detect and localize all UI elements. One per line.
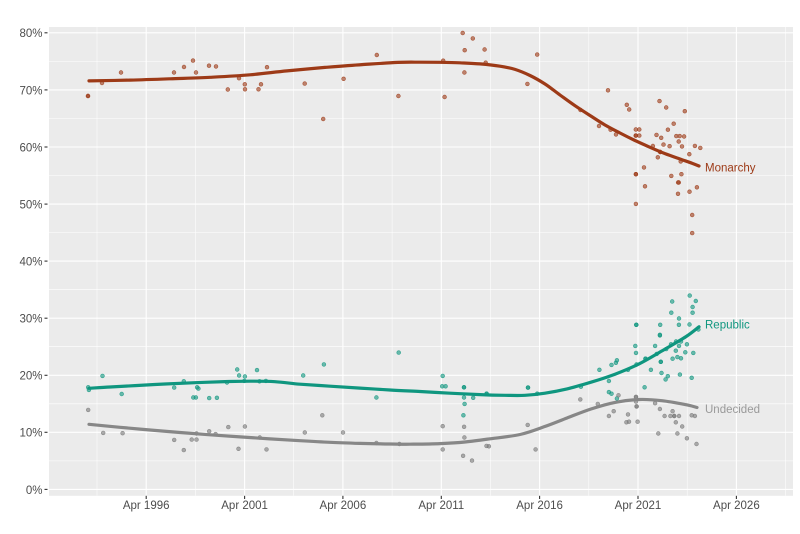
svg-text:70%: 70% bbox=[19, 85, 42, 97]
svg-text:Undecided: Undecided bbox=[705, 404, 760, 416]
svg-text:Apr 2026: Apr 2026 bbox=[713, 500, 760, 512]
svg-text:40%: 40% bbox=[19, 257, 42, 269]
svg-text:Monarchy: Monarchy bbox=[705, 163, 756, 175]
svg-text:60%: 60% bbox=[19, 142, 42, 154]
svg-text:Apr 2021: Apr 2021 bbox=[615, 500, 662, 512]
svg-text:Apr 2006: Apr 2006 bbox=[320, 500, 367, 512]
svg-text:10%: 10% bbox=[19, 428, 42, 440]
svg-text:Apr 1996: Apr 1996 bbox=[123, 500, 170, 512]
svg-text:50%: 50% bbox=[19, 200, 42, 212]
svg-text:Apr 2016: Apr 2016 bbox=[516, 500, 563, 512]
svg-text:20%: 20% bbox=[19, 371, 42, 383]
svg-text:80%: 80% bbox=[19, 28, 42, 40]
svg-text:Republic: Republic bbox=[705, 320, 750, 332]
svg-text:Apr 2001: Apr 2001 bbox=[221, 500, 268, 512]
svg-text:0%: 0% bbox=[26, 485, 43, 497]
svg-text:Apr 2011: Apr 2011 bbox=[418, 500, 464, 512]
svg-text:30%: 30% bbox=[19, 314, 42, 326]
